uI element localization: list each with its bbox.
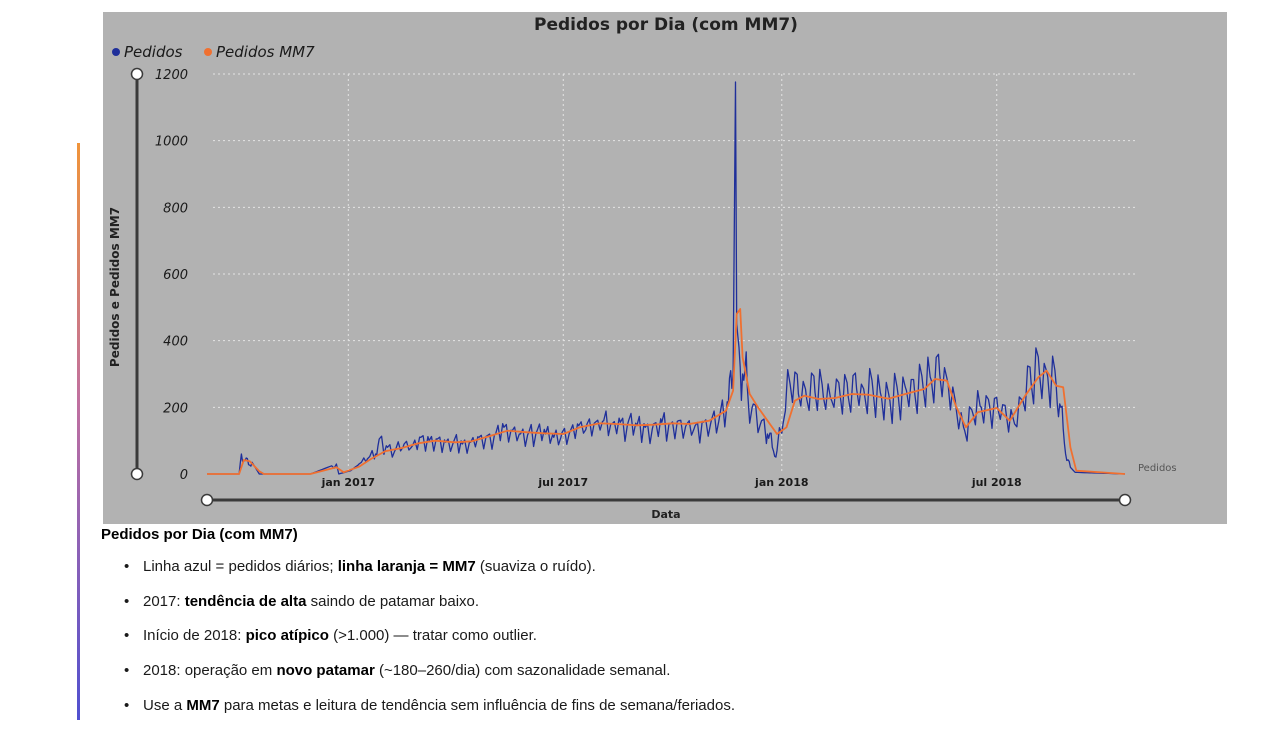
note-text: (suaviza o ruído). <box>475 558 596 575</box>
chart-title: Pedidos por Dia (com MM7) <box>534 15 798 35</box>
y-slider-handle-top[interactable] <box>130 67 144 81</box>
note-emphasis: pico atípico <box>245 627 329 645</box>
note-text: saindo de patamar baixo. <box>306 592 480 610</box>
note-item: 2018: operação em novo patamar (~180–260… <box>124 662 735 697</box>
x-slider-handle-right[interactable] <box>1118 493 1132 507</box>
note-emphasis: MM7 <box>186 696 220 714</box>
y-range-slider[interactable] <box>130 67 144 481</box>
note-emphasis: linha laranja = MM7 <box>337 558 476 575</box>
legend-label-pedidos-mm7[interactable]: Pedidos MM7 <box>216 43 315 61</box>
note-text: 2018: operação em <box>143 662 277 680</box>
x-tick-label: jul 2017 <box>537 476 588 489</box>
note-item: Use a MM7 para metas e leitura de tendên… <box>124 697 735 731</box>
legend: Pedidos Pedidos MM7 <box>112 43 315 61</box>
note-text: (~180–260/dia) com sazonalidade semanal. <box>374 662 671 680</box>
notes-list: Linha azul = pedidos diários; linha lara… <box>124 558 735 731</box>
legend-marker-pedidos-mm7 <box>204 48 212 56</box>
y-tick-label: 600 <box>163 268 188 283</box>
series-lines <box>207 81 1126 475</box>
x-axis-ticks: jan 2017 jul 2017 jan 2018 jul 2018 <box>321 476 1022 489</box>
legend-label-pedidos[interactable]: Pedidos <box>124 43 183 61</box>
chart-caption: Pedidos por Dia (com MM7) <box>101 526 298 543</box>
y-tick-label: 400 <box>163 335 188 350</box>
note-text: Use a <box>143 696 187 714</box>
note-text: (>1.000) — tratar como outlier. <box>328 627 537 645</box>
note-item: Linha azul = pedidos diários; linha lara… <box>124 558 735 593</box>
y-tick-label: 0 <box>180 468 188 483</box>
note-item: Início de 2018: pico atípico (>1.000) — … <box>124 627 735 662</box>
gridlines <box>213 73 1135 474</box>
x-tick-label: jul 2018 <box>971 476 1022 489</box>
y-tick-label: 1200 <box>155 68 188 83</box>
y-axis-label: Pedidos e Pedidos MM7 <box>108 207 122 367</box>
y-tick-label: 1000 <box>155 135 188 150</box>
y-axis-ticks: 0 200 400 600 800 1000 1200 <box>155 68 188 483</box>
accent-bar <box>77 143 80 720</box>
x-tick-label: jan 2018 <box>754 476 808 489</box>
line-chart: Pedidos por Dia (com MM7) Pedidos Pedido… <box>108 15 1177 521</box>
x-slider-handle-left[interactable] <box>200 493 214 507</box>
note-text: Linha azul = pedidos diários; <box>143 558 338 575</box>
note-text: para metas e leitura de tendência sem in… <box>219 696 736 714</box>
series-end-label: Pedidos <box>1138 463 1177 474</box>
note-item: 2017: tendência de alta saindo de patama… <box>124 593 735 628</box>
chart-panel: Pedidos por Dia (com MM7) Pedidos Pedido… <box>103 12 1227 524</box>
series-line-pedidos-mm7[interactable] <box>207 308 1126 475</box>
note-emphasis: novo patamar <box>276 662 375 680</box>
series-line-pedidos[interactable] <box>207 81 1126 475</box>
x-range-slider[interactable] <box>200 493 1132 507</box>
y-tick-label: 200 <box>163 401 188 416</box>
legend-marker-pedidos <box>112 48 120 56</box>
x-axis-label: Data <box>651 508 680 521</box>
y-tick-label: 800 <box>163 201 188 216</box>
y-slider-handle-bottom[interactable] <box>130 467 144 481</box>
note-text: 2017: <box>143 592 185 610</box>
note-text: Início de 2018: <box>143 627 246 645</box>
note-emphasis: tendência de alta <box>184 592 307 610</box>
x-tick-label: jan 2017 <box>321 476 375 489</box>
